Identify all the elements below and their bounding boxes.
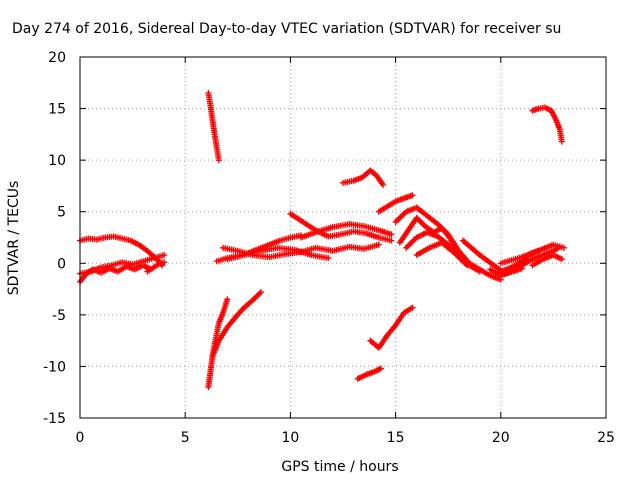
x-axis-label: GPS time / hours (281, 459, 398, 475)
series-arc-24 (497, 247, 542, 275)
series-arc-7 (209, 289, 264, 360)
series-arc-5 (205, 90, 222, 164)
data-point (476, 268, 483, 275)
series-arc-8 (213, 232, 304, 265)
data-point (409, 192, 416, 199)
y-tick-label: 20 (48, 50, 66, 66)
data-point (409, 304, 416, 311)
y-tick-label: -5 (52, 308, 66, 324)
data-point (558, 138, 565, 145)
series-arc-19 (403, 229, 483, 275)
data-point (161, 259, 168, 266)
plot-frame (79, 56, 607, 419)
series-arc-12 (297, 221, 395, 241)
series-arc-3 (77, 252, 168, 277)
data-point (379, 181, 386, 188)
x-tick-label: 0 (76, 430, 85, 446)
series-arc-15 (354, 365, 384, 382)
x-tick-label: 25 (597, 430, 615, 446)
series-arc-26 (529, 252, 565, 269)
y-tick-label: 15 (48, 102, 66, 118)
grid-lines (80, 57, 606, 418)
data-point (388, 231, 395, 238)
series-arc-14 (375, 192, 416, 215)
axis-ticks: 0 5 10 15 20 25 -15 -10 -5 0 5 10 15 20 (43, 50, 615, 446)
data-point (388, 237, 395, 244)
y-tick-label: -15 (43, 411, 66, 427)
series-arc-13 (340, 167, 386, 188)
data-point (224, 296, 231, 303)
data-point (257, 289, 264, 296)
series-arc-25 (529, 104, 565, 145)
series-arc-20 (413, 239, 471, 269)
data-point (558, 256, 565, 263)
series-arc-4 (144, 259, 168, 275)
data-point (215, 157, 222, 164)
data-point (535, 247, 542, 254)
data-points (77, 90, 567, 391)
series-arc-10 (224, 244, 332, 263)
series-arc-23 (497, 241, 567, 267)
data-point (325, 255, 332, 262)
x-tick-label: 15 (387, 430, 405, 446)
y-tick-label: 0 (57, 256, 66, 272)
data-point (375, 241, 382, 248)
data-point (464, 262, 471, 269)
x-tick-label: 5 (181, 430, 190, 446)
x-tick-label: 10 (281, 430, 299, 446)
chart-title: Day 274 of 2016, Sidereal Day-to-day VTE… (12, 21, 561, 37)
x-tick-label: 20 (492, 430, 510, 446)
series-arc-16 (367, 304, 416, 351)
y-tick-label: -10 (43, 359, 66, 375)
data-point (161, 252, 168, 259)
y-tick-label: 10 (48, 153, 66, 169)
y-axis-label: SDTVAR / TECUs (6, 181, 22, 296)
data-point (377, 365, 384, 372)
data-point (560, 244, 567, 251)
y-tick-label: 5 (57, 205, 66, 221)
